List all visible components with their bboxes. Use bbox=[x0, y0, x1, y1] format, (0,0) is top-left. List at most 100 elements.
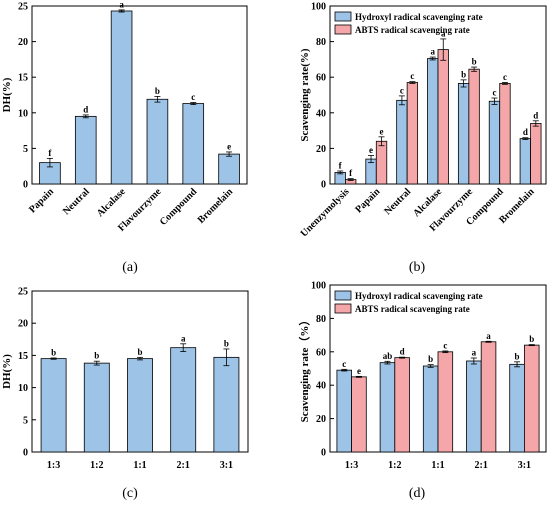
y-tick-label: 20 bbox=[316, 144, 326, 155]
significance-label: c bbox=[492, 88, 496, 98]
y-tick-label: 20 bbox=[18, 319, 28, 330]
significance-label: d bbox=[533, 110, 538, 120]
significance-label: a bbox=[472, 347, 477, 357]
y-tick-label: 20 bbox=[316, 414, 326, 425]
panel-a: 0510152025DH(%)PapainfNeutraldAlcalaseaF… bbox=[1, 0, 248, 275]
y-tick-label: 15 bbox=[18, 351, 28, 362]
y-tick-label: 60 bbox=[316, 347, 326, 358]
significance-label: d bbox=[83, 104, 88, 114]
bar bbox=[480, 341, 497, 453]
panel-c: 0 5 10 15 20 25 DH(%) 1:3 b 1:2 b 1:1 b 2:1 a 3:1 b (c) bbox=[1, 287, 249, 501]
significance-label: b bbox=[472, 57, 477, 67]
significance-label: b bbox=[94, 351, 99, 361]
bar bbox=[530, 123, 542, 185]
y-tick-label: 100 bbox=[311, 281, 326, 292]
significance-label: e bbox=[369, 145, 373, 155]
significance-label: c bbox=[410, 71, 414, 81]
significance-label: c bbox=[191, 92, 195, 102]
significance-label: b bbox=[529, 334, 534, 344]
x-tick-label: 3:1 bbox=[220, 460, 233, 471]
significance-label: b bbox=[51, 347, 56, 357]
x-tick-label: Unenzymolysis bbox=[299, 186, 352, 239]
significance-label: d bbox=[523, 127, 528, 137]
y-tick-label: 0 bbox=[23, 448, 28, 459]
y-tick-label: 5 bbox=[23, 144, 28, 155]
significance-label: c bbox=[342, 359, 346, 369]
x-tick-label: Alcalase bbox=[95, 186, 128, 219]
legend-label: Hydroxyl radical scavenging rate bbox=[355, 12, 483, 22]
y-tick-label: 40 bbox=[316, 108, 326, 119]
legend-swatch bbox=[334, 11, 352, 22]
x-tick-label: Neutral bbox=[382, 186, 413, 217]
plot-frame bbox=[31, 5, 248, 185]
x-tick-label: 1:1 bbox=[431, 460, 444, 471]
bar bbox=[406, 82, 419, 185]
bar bbox=[218, 153, 240, 185]
panel-b: 0 20 40 60 80 100 Scavenging rate(%) Unenzymoly… bbox=[299, 2, 547, 275]
y-tick-label: 80 bbox=[316, 314, 326, 325]
x-tick-label: 1:1 bbox=[133, 460, 146, 471]
bar bbox=[457, 83, 470, 185]
significance-label: ab bbox=[383, 351, 393, 361]
bar bbox=[466, 360, 482, 453]
bar bbox=[74, 115, 97, 185]
x-tick-label: Papain bbox=[27, 186, 56, 215]
x-tick-label: 2:1 bbox=[475, 460, 488, 471]
significance-label: b bbox=[137, 347, 142, 357]
bar bbox=[437, 49, 449, 185]
significance-label: a bbox=[181, 333, 186, 343]
bar bbox=[110, 10, 133, 185]
x-tick-label: 1:3 bbox=[345, 460, 358, 471]
y-tick-label: 80 bbox=[316, 37, 326, 48]
x-tick-label: Bromelain bbox=[196, 186, 236, 226]
significance-label: a bbox=[486, 331, 491, 341]
bar bbox=[437, 351, 454, 453]
significance-label: b bbox=[155, 86, 160, 96]
bar bbox=[519, 138, 531, 185]
y-axis-title: Scavenging rate(%) bbox=[299, 48, 311, 142]
legend-label: ABTS radical scavenging rate bbox=[355, 25, 470, 35]
significance-label: d bbox=[400, 347, 405, 357]
y-axis-title: DH(%) bbox=[1, 77, 13, 112]
bar bbox=[182, 103, 205, 185]
bar bbox=[422, 365, 439, 453]
y-axis-title: DH(%) bbox=[1, 354, 13, 389]
significance-label: b bbox=[515, 351, 520, 361]
bar bbox=[336, 369, 352, 453]
bar bbox=[427, 58, 439, 185]
significance-label: c bbox=[443, 340, 447, 350]
legend-label: Hydroxyl radical scavenging rate bbox=[355, 291, 483, 301]
bar bbox=[396, 99, 408, 185]
y-tick-label: 60 bbox=[316, 73, 326, 84]
significance-label: b bbox=[428, 354, 433, 364]
y-tick-label: 25 bbox=[18, 2, 28, 13]
significance-label: a bbox=[441, 28, 446, 38]
bar bbox=[127, 358, 153, 453]
significance-label: c bbox=[400, 85, 404, 95]
bar bbox=[509, 363, 525, 453]
y-tick-label: 0 bbox=[321, 448, 326, 459]
y-tick-label: 0 bbox=[23, 180, 28, 191]
y-tick-label: 10 bbox=[18, 108, 28, 119]
bar bbox=[375, 140, 388, 185]
legend-swatch bbox=[334, 290, 352, 301]
panel-caption: (d) bbox=[409, 486, 426, 501]
y-axis-title: Scavenging rate（%） bbox=[298, 315, 311, 423]
significance-label: a bbox=[431, 47, 436, 57]
bar bbox=[488, 100, 501, 185]
x-tick-label: Compound bbox=[158, 186, 200, 228]
y-tick-label: 25 bbox=[18, 287, 28, 298]
bar bbox=[524, 344, 540, 453]
significance-label: a bbox=[119, 0, 124, 9]
significance-label: e bbox=[227, 141, 231, 151]
bar bbox=[379, 362, 396, 453]
bar bbox=[213, 356, 240, 453]
legend-swatch bbox=[334, 303, 352, 314]
significance-label: b bbox=[461, 69, 466, 79]
bar bbox=[468, 68, 480, 185]
y-tick-label: 15 bbox=[18, 73, 28, 84]
y-tick-label: 5 bbox=[23, 415, 28, 426]
x-tick-label: 3:1 bbox=[518, 460, 531, 471]
bar bbox=[146, 98, 169, 185]
y-tick-label: 20 bbox=[18, 37, 28, 48]
